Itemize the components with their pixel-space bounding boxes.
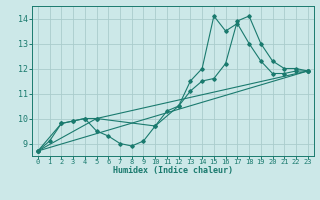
X-axis label: Humidex (Indice chaleur): Humidex (Indice chaleur) [113,166,233,175]
